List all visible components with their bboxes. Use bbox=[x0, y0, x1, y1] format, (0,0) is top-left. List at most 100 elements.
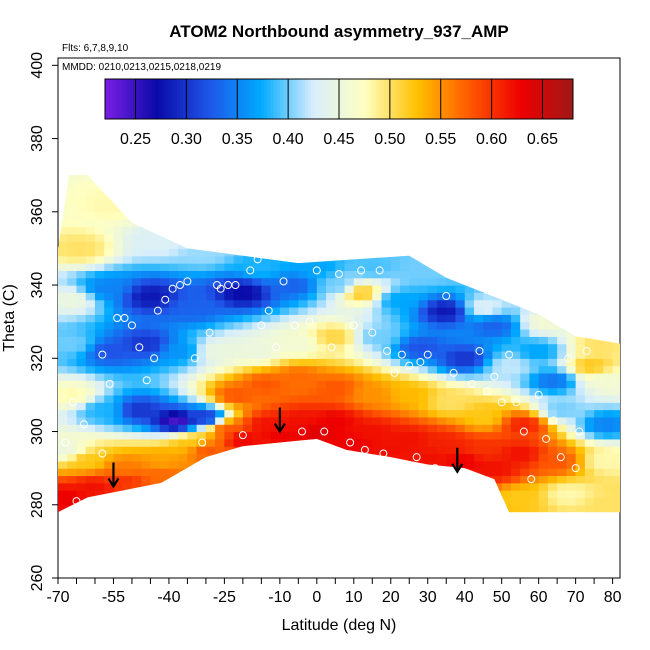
heatmap-cell bbox=[298, 438, 309, 447]
heatmap-cell bbox=[381, 438, 392, 447]
heatmap-cell bbox=[335, 248, 346, 257]
heatmap-cell bbox=[510, 314, 521, 323]
heatmap-cell bbox=[464, 490, 475, 499]
heatmap-cell bbox=[584, 490, 595, 499]
heatmap-cell bbox=[409, 285, 420, 293]
heatmap-cell bbox=[316, 343, 327, 352]
heatmap-cell bbox=[390, 460, 401, 469]
heatmap-cell bbox=[547, 226, 558, 235]
heatmap-cell bbox=[547, 460, 558, 469]
observation-marker bbox=[575, 427, 584, 436]
heatmap-cell bbox=[289, 263, 299, 271]
heatmap-cell bbox=[353, 189, 364, 198]
heatmap-cell bbox=[270, 358, 281, 367]
heatmap-cell bbox=[279, 211, 290, 220]
heatmap-cell bbox=[603, 358, 614, 367]
colorbar-segment bbox=[129, 79, 134, 119]
heatmap-cell bbox=[298, 263, 309, 271]
heatmap-cell bbox=[400, 453, 410, 462]
heatmap-cell bbox=[242, 460, 253, 469]
heatmap-cell bbox=[326, 277, 336, 286]
heatmap-cell bbox=[307, 328, 318, 337]
heatmap-cell bbox=[492, 241, 503, 250]
heatmap-cell bbox=[224, 350, 235, 359]
heatmap-cell bbox=[58, 189, 68, 198]
heatmap-cell bbox=[584, 299, 595, 308]
heatmap-cell bbox=[492, 248, 503, 257]
heatmap-cell bbox=[159, 255, 170, 264]
heatmap-cell bbox=[298, 219, 309, 228]
heatmap-cell bbox=[547, 197, 558, 206]
heatmap-cell bbox=[178, 394, 188, 403]
heatmap-cell bbox=[215, 358, 225, 367]
heatmap-cell bbox=[279, 255, 290, 264]
heatmap-cell bbox=[381, 358, 392, 367]
heatmap-cell bbox=[575, 438, 586, 447]
heatmap-cell bbox=[316, 350, 327, 359]
heatmap-cell bbox=[58, 270, 68, 279]
heatmap-cell bbox=[594, 387, 604, 396]
heatmap-cell bbox=[298, 270, 309, 279]
heatmap-cell bbox=[418, 380, 429, 389]
heatmap-cell bbox=[205, 211, 216, 220]
heatmap-cell bbox=[261, 270, 272, 279]
heatmap-cell bbox=[150, 175, 161, 176]
heatmap-cell bbox=[159, 336, 170, 345]
observation-marker bbox=[272, 343, 281, 352]
heatmap-cell bbox=[85, 204, 96, 213]
heatmap-cell bbox=[279, 241, 290, 250]
heatmap-cell bbox=[279, 438, 290, 447]
heatmap-cell bbox=[141, 263, 152, 271]
heatmap-cell bbox=[418, 387, 429, 396]
heatmap-cell bbox=[455, 343, 466, 352]
heatmap-cell bbox=[205, 241, 216, 250]
heatmap-cell bbox=[67, 504, 78, 513]
heatmap-cell bbox=[233, 372, 244, 381]
heatmap-cell bbox=[67, 321, 78, 330]
heatmap-cell bbox=[372, 416, 383, 425]
heatmap-cell bbox=[427, 219, 438, 228]
heatmap-cell bbox=[94, 394, 105, 403]
heatmap-cell bbox=[409, 321, 420, 330]
heatmap-cell bbox=[67, 475, 78, 484]
heatmap-cell bbox=[58, 175, 68, 184]
heatmap-cell bbox=[196, 233, 207, 242]
heatmap-cell bbox=[122, 285, 133, 293]
heatmap-cell bbox=[612, 497, 620, 506]
heatmap-cell bbox=[510, 372, 521, 381]
heatmap-cell bbox=[113, 497, 124, 506]
heatmap-cell bbox=[501, 497, 512, 506]
heatmap-cell bbox=[141, 431, 152, 440]
heatmap-cell bbox=[150, 365, 161, 374]
heatmap-cell bbox=[205, 394, 216, 403]
heatmap-cell bbox=[67, 358, 78, 367]
heatmap-cell bbox=[575, 226, 586, 235]
heatmap-cell bbox=[483, 468, 494, 477]
heatmap-cell bbox=[113, 211, 124, 220]
heatmap-cell bbox=[307, 226, 318, 235]
heatmap-cell bbox=[205, 226, 216, 235]
heatmap-cell bbox=[363, 321, 373, 330]
heatmap-cell bbox=[547, 512, 558, 513]
heatmap-cell bbox=[584, 402, 595, 411]
heatmap-cell bbox=[242, 204, 253, 213]
heatmap-cell bbox=[510, 350, 521, 359]
heatmap-cell bbox=[67, 248, 78, 257]
heatmap-cell bbox=[141, 307, 152, 315]
heatmap-cell bbox=[224, 372, 235, 381]
heatmap-cell bbox=[353, 343, 364, 352]
heatmap-cell bbox=[307, 365, 318, 374]
heatmap-cell bbox=[252, 490, 262, 499]
heatmap-cell bbox=[298, 416, 309, 425]
heatmap-cell bbox=[372, 350, 383, 359]
heatmap-cell bbox=[252, 453, 262, 462]
heatmap-cell bbox=[520, 189, 531, 198]
colorbar-segment bbox=[108, 79, 112, 119]
heatmap-cell bbox=[483, 307, 494, 315]
heatmap-cell bbox=[446, 358, 457, 367]
heatmap-cell bbox=[76, 431, 87, 440]
heatmap-cell bbox=[168, 263, 179, 271]
heatmap-cell bbox=[409, 365, 420, 374]
heatmap-cell bbox=[427, 321, 438, 330]
heatmap-cell bbox=[557, 219, 567, 228]
